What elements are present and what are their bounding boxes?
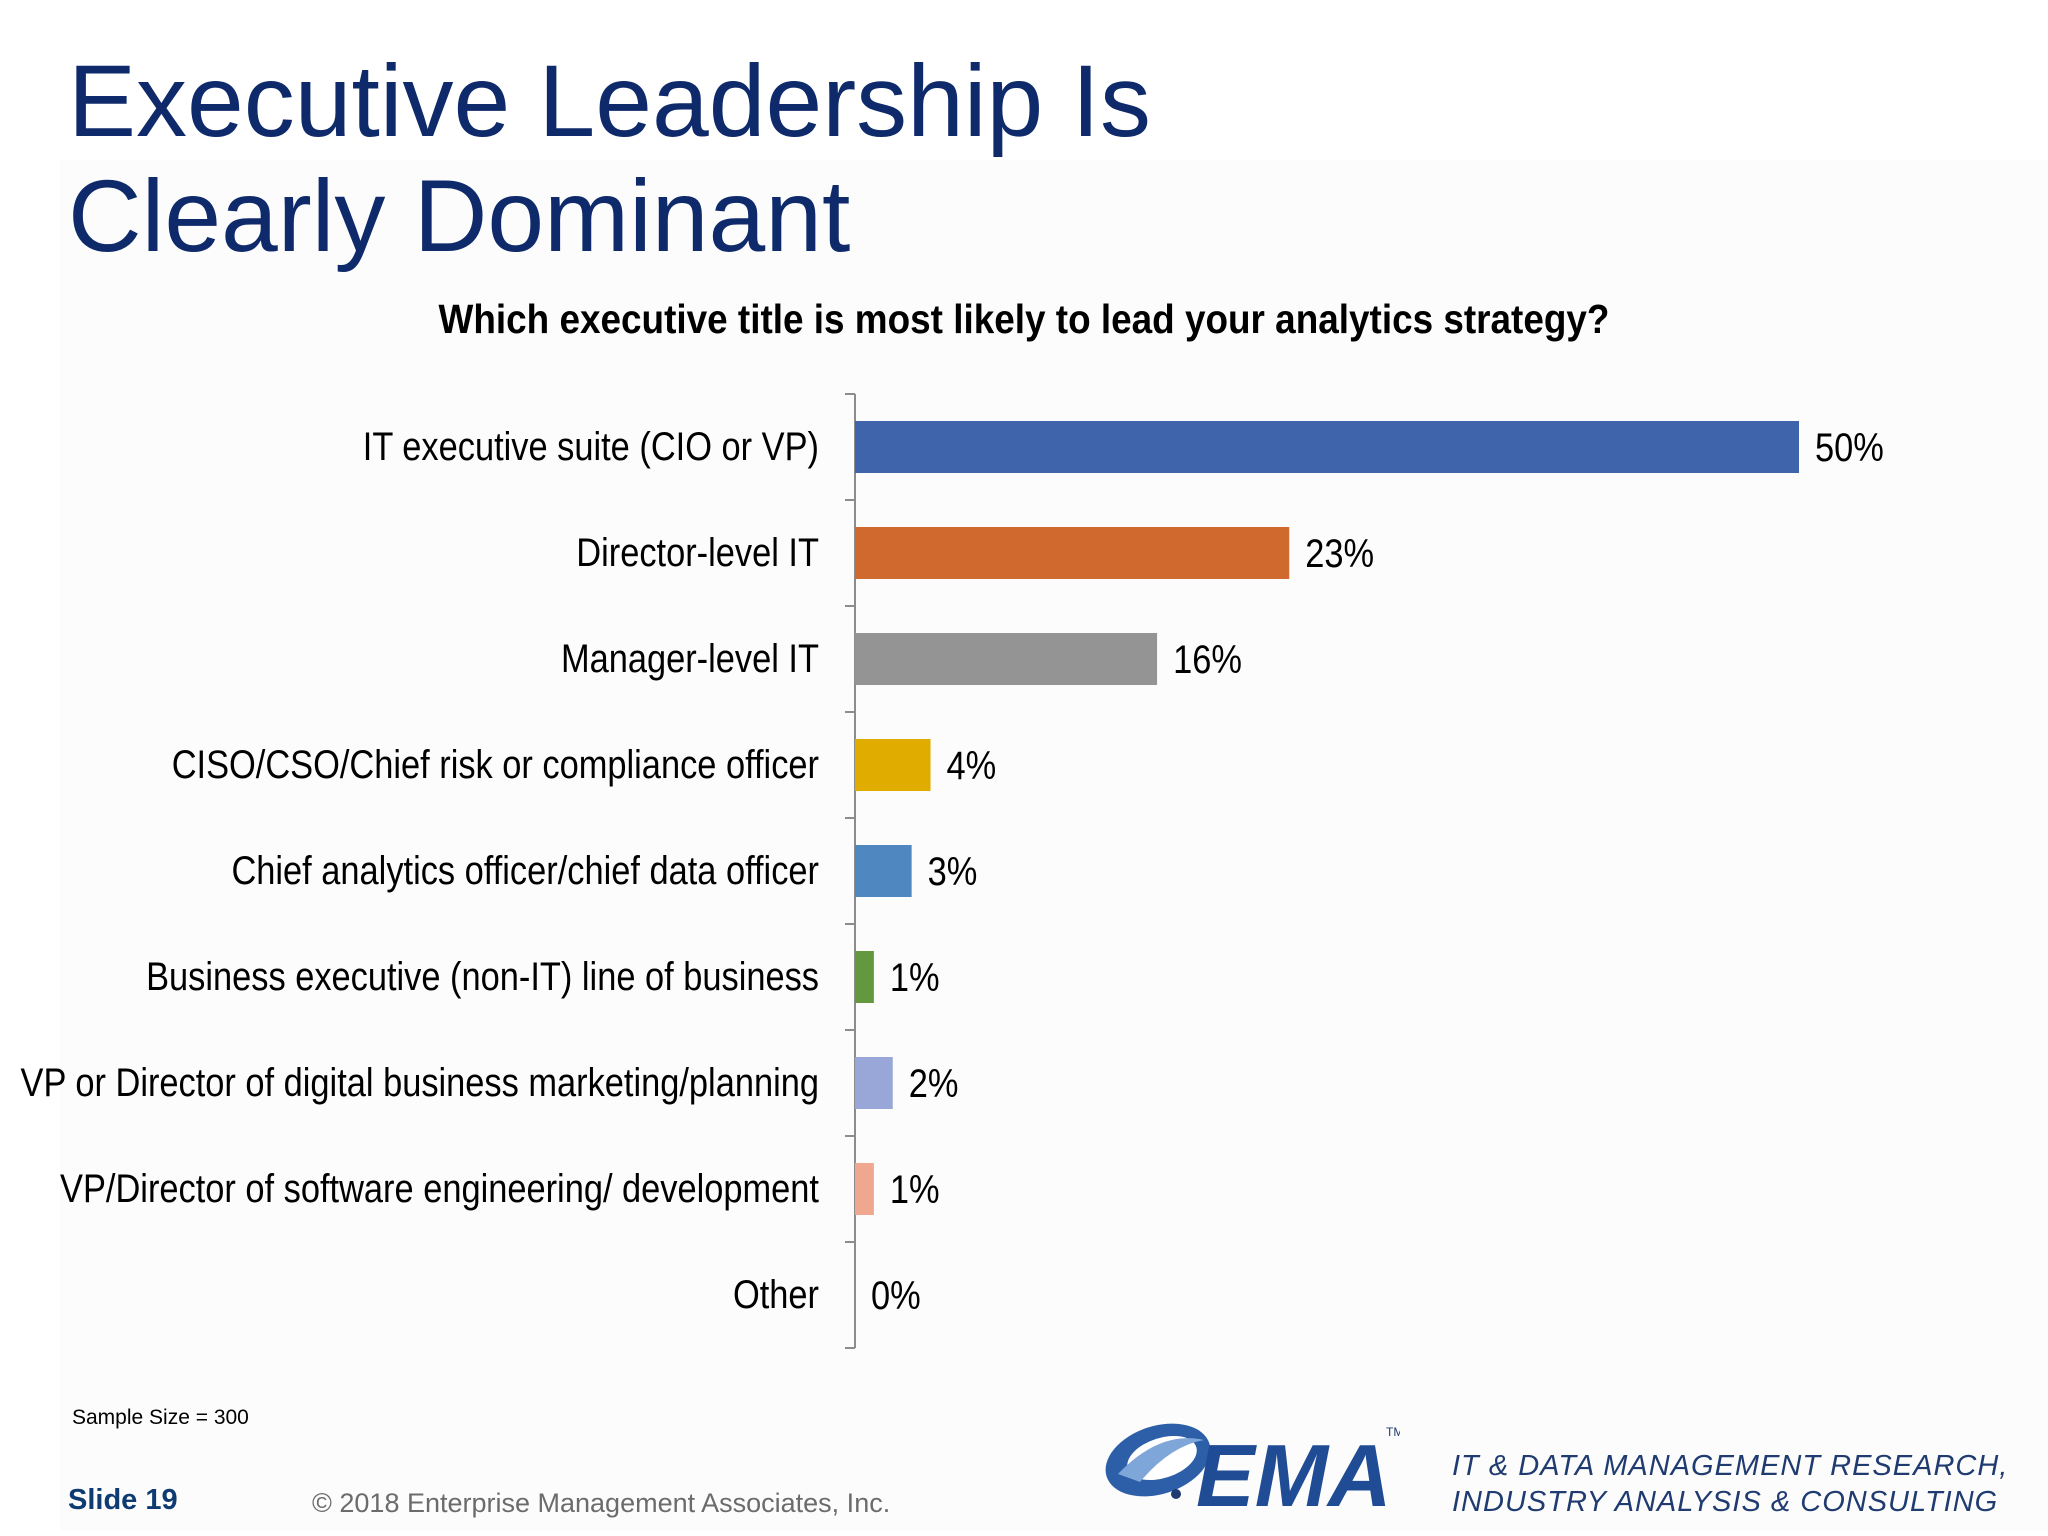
- bar: [855, 421, 1799, 473]
- data-label: 1%: [890, 1167, 940, 1212]
- bar: [855, 1163, 874, 1215]
- bar: [855, 739, 931, 791]
- data-label: 0%: [871, 1273, 921, 1318]
- slide-title-line-1: Executive Leadership Is: [68, 44, 1151, 158]
- category-label: Other: [733, 1272, 819, 1317]
- tagline-line-2: INDUSTRY ANALYSIS & CONSULTING: [1452, 1486, 1999, 1518]
- data-label: 16%: [1173, 637, 1242, 682]
- bar: [855, 527, 1290, 579]
- chart-title: Which executive title is most likely to …: [438, 296, 1610, 342]
- ema-logo: EMA TM: [1105, 1423, 1400, 1520]
- category-label: Business executive (non-IT) line of busi…: [146, 954, 819, 999]
- ema-logo-text: EMA: [1196, 1426, 1392, 1520]
- data-label: 3%: [928, 849, 978, 894]
- bar: [855, 845, 912, 897]
- tagline-line-1: IT & DATA MANAGEMENT RESEARCH,: [1452, 1450, 2009, 1482]
- bar: [855, 633, 1158, 685]
- data-label: 1%: [890, 955, 940, 1000]
- sample-size-note: Sample Size = 300: [72, 1406, 249, 1429]
- company-tagline: IT & DATA MANAGEMENT RESEARCH, INDUSTRY …: [1452, 1448, 2008, 1520]
- data-label: 50%: [1815, 425, 1884, 470]
- category-label: Chief analytics officer/chief data offic…: [231, 848, 819, 893]
- slide-title-line-2: Clearly Dominant: [68, 159, 851, 273]
- ema-swoosh-icon: [1105, 1423, 1211, 1499]
- data-label: 2%: [909, 1061, 959, 1106]
- slide-background: [60, 160, 2048, 1530]
- slide-title: Executive Leadership Is Clearly Dominant: [68, 44, 1151, 274]
- category-label: IT executive suite (CIO or VP): [363, 424, 819, 469]
- category-label: CISO/CSO/Chief risk or compliance office…: [172, 742, 819, 787]
- category-label: VP/Director of software engineering/ dev…: [60, 1166, 820, 1211]
- bar-chart: IT executive suite (CIO or VP) 50% Directo…: [21, 393, 1884, 1349]
- data-label: 23%: [1305, 531, 1374, 576]
- copyright-notice: © 2018 Enterprise Management Associates,…: [312, 1488, 891, 1518]
- category-label: Director-level IT: [576, 530, 819, 575]
- data-label: 4%: [947, 743, 997, 788]
- bar: [855, 951, 874, 1003]
- bar: [855, 1057, 893, 1109]
- trademark-mark: TM: [1386, 1425, 1400, 1439]
- slide-number: Slide 19: [68, 1484, 178, 1516]
- category-label: Manager-level IT: [561, 636, 819, 681]
- category-label: VP or Director of digital business marke…: [21, 1060, 819, 1105]
